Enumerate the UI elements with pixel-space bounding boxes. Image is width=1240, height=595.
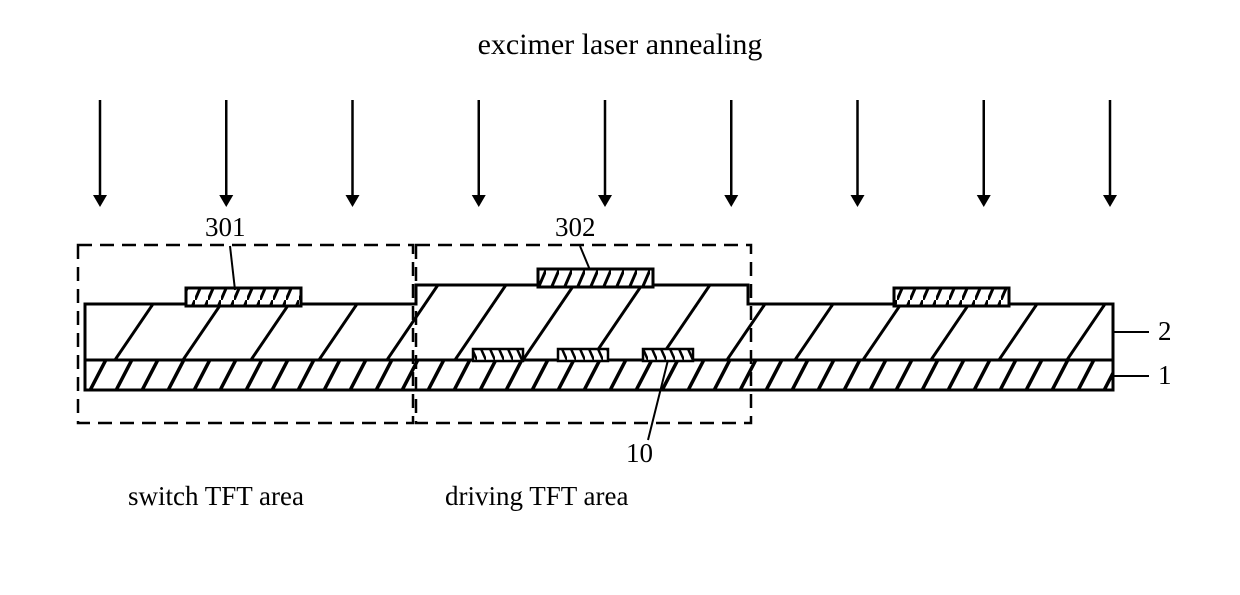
title-text: excimer laser annealing bbox=[478, 28, 763, 61]
switch-area-label: switch TFT area bbox=[128, 481, 304, 512]
driving-area-label: driving TFT area bbox=[445, 481, 628, 512]
callout-301: 301 bbox=[205, 212, 246, 243]
callout-10: 10 bbox=[626, 438, 653, 469]
callout-2: 2 bbox=[1158, 316, 1172, 347]
callout-1: 1 bbox=[1158, 360, 1172, 391]
callout-302: 302 bbox=[555, 212, 596, 243]
title-label: excimer laser annealing bbox=[0, 28, 1240, 62]
